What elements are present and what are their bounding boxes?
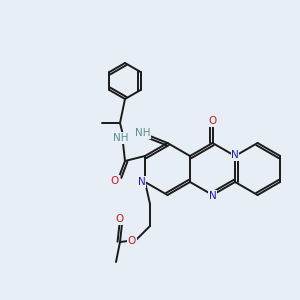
Text: NH: NH — [113, 133, 129, 143]
Text: O: O — [208, 116, 217, 126]
Text: O: O — [116, 214, 124, 224]
Text: N: N — [209, 191, 216, 201]
Text: NH: NH — [135, 128, 150, 138]
Text: N: N — [231, 150, 239, 160]
Text: O: O — [111, 176, 119, 186]
Text: N: N — [138, 177, 146, 187]
Text: O: O — [128, 236, 136, 246]
